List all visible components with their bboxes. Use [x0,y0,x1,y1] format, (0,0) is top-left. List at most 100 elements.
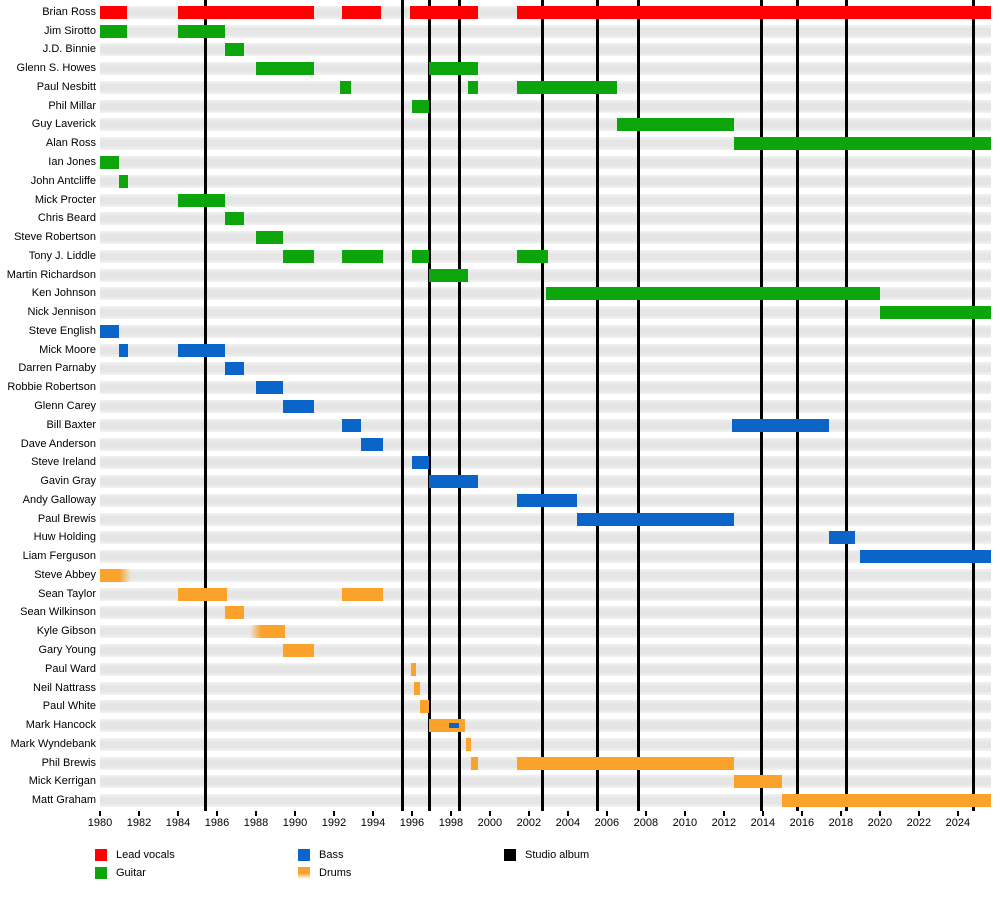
member-row-band [100,531,991,545]
member-row-band [100,212,991,226]
member-row-band [100,306,991,320]
timeline-bar [177,193,225,207]
axis-tick-label: 2014 [750,817,776,829]
timeline-bar [224,43,245,57]
legend-label: Lead vocals [116,849,175,861]
member-row-band [100,606,991,620]
legend-item-lead_vocals: Lead vocals [95,849,175,861]
timeline-bar [100,5,128,19]
axis-tick-label: 2002 [516,817,542,829]
member-label: Glenn Carey [34,400,96,412]
axis-tick-label: 2024 [945,817,971,829]
axis-tick-label: 1998 [438,817,464,829]
timeline-bar [283,249,315,263]
member-label: Sean Taylor [38,587,96,600]
axis-tick [683,811,686,816]
timeline-bar [283,400,315,413]
timeline-bar [733,775,783,789]
timeline-bar [119,343,129,357]
member-label: Ken Johnson [31,287,96,300]
timeline-bar [100,24,128,38]
axis-tick-label: 1980 [87,817,113,829]
legend-item-drums: Drums [298,867,351,879]
member-row-band [100,193,991,207]
axis-tick [293,811,296,816]
legend-label: Bass [319,849,344,861]
timeline-bar [119,174,129,188]
member-row-band [100,24,991,38]
axis-tick-label: 2016 [789,817,815,829]
member-label: Matt Graham [31,794,96,807]
member-label: Mark Wyndebank [10,737,97,750]
member-row-band [100,437,991,451]
axis-tick [800,811,803,816]
timeline-bar [860,550,991,564]
member-label: Neil Nattrass [33,681,96,694]
axis-tick-label: 2012 [711,817,737,829]
axis-tick [839,811,842,816]
axis-tick [527,811,530,816]
timeline-bar [100,568,132,582]
member-label: Tony J. Liddle [28,249,96,262]
legend-swatch [95,867,107,879]
axis-tick-label: 1994 [360,817,386,829]
studio-album-line [796,0,800,811]
timeline-bar [361,437,383,451]
timeline-bar [517,493,577,507]
studio-album-line [596,0,600,811]
timeline-bar [576,512,734,526]
legend-label: Drums [319,867,352,879]
timeline-bar [339,80,352,94]
studio-album-line [845,0,849,811]
timeline-bar [411,456,430,470]
timeline-bar [546,287,880,301]
member-row-band [100,568,991,582]
axis-tick-label: 2020 [867,817,893,829]
timeline-bar [410,662,416,676]
axis-tick-label: 1996 [399,817,425,829]
member-label: Jim Sirotto [44,24,96,37]
axis-tick [449,811,452,816]
axis-tick-label: 1990 [282,817,308,829]
member-row-band [100,156,991,170]
member-label: Bill Baxter [46,418,96,431]
member-label: Kyle Gibson [36,625,96,638]
axis-tick [956,811,959,816]
member-label: Mick Procter [34,193,96,206]
timeline-bar [224,212,245,226]
member-label: Liam Ferguson [22,550,96,563]
member-label: Gary Young [38,643,97,656]
member-row-band [100,625,991,639]
axis-tick-label: 1988 [243,817,269,829]
timeline-bar [255,62,315,76]
member-row-band [100,662,991,676]
timeline-bar [224,362,245,376]
timeline-bar [250,625,286,639]
timeline-bar [782,794,991,808]
member-label: Paul Brewis [37,512,96,525]
studio-album-line [400,0,404,811]
timeline-bar [413,681,420,695]
legend-swatch [504,849,516,861]
member-row-band [100,324,991,338]
member-label: Steve Robertson [14,231,96,244]
axis-tick [410,811,413,816]
member-row-band [100,587,991,601]
axis-tick-label: 1986 [204,817,230,829]
member-label: Brian Ross [42,5,96,18]
axis-tick-label: 2018 [828,817,854,829]
timeline-bar [429,719,465,733]
member-label: Mick Kerrigan [28,775,96,788]
axis-tick-label: 1982 [126,817,152,829]
axis-tick-label: 1984 [165,817,191,829]
member-label: Paul White [42,700,96,713]
timeline-bar [471,756,479,770]
member-row-band [100,381,991,395]
axis-tick [722,811,725,816]
timeline-bar [517,756,734,770]
timeline-bar [100,156,120,170]
timeline-bar [341,249,383,263]
member-label: Phil Brewis [41,756,96,769]
axis-tick-label: 2010 [672,817,698,829]
axis-tick [878,811,881,816]
